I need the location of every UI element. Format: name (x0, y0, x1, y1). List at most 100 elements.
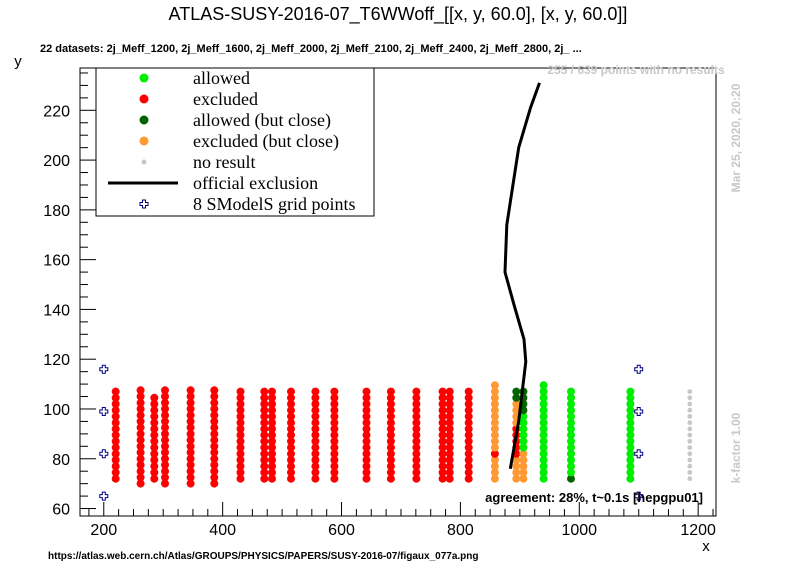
data-point (210, 436, 219, 445)
data-point (412, 431, 421, 440)
data-point (490, 456, 499, 464)
data-point (186, 411, 195, 420)
data-point (464, 424, 473, 433)
data-point (539, 418, 548, 427)
data-point (330, 424, 339, 433)
data-point (311, 431, 320, 440)
data-point (687, 395, 693, 401)
data-point (268, 418, 276, 427)
data-point (111, 449, 120, 458)
data-point (519, 462, 528, 471)
data-point (386, 400, 395, 408)
data-point (287, 412, 295, 421)
data-point (490, 381, 499, 390)
data-point (330, 449, 339, 458)
data-point (268, 431, 276, 440)
data-point (438, 431, 447, 440)
data-point (161, 417, 169, 426)
data-point (311, 474, 320, 483)
data-point (186, 479, 195, 488)
grid-point-marker (99, 364, 109, 374)
data-point (330, 418, 339, 427)
data-point (626, 412, 635, 421)
data-point (687, 445, 693, 450)
data-point (161, 423, 169, 432)
data-point (412, 424, 421, 433)
data-point (287, 449, 295, 458)
data-point (330, 443, 339, 452)
data-point (512, 400, 521, 408)
data-point (687, 451, 693, 457)
data-point (362, 412, 371, 421)
data-point (362, 400, 371, 408)
data-point (268, 474, 276, 483)
data-point (539, 474, 548, 483)
data-point (464, 468, 473, 477)
data-point (362, 431, 371, 440)
source-url: https://atlas.web.cern.ch/Atlas/GROUPS/P… (48, 551, 479, 562)
data-point (136, 386, 145, 395)
data-point (445, 406, 454, 415)
axes: 200 400 600 800 1000 1200 60 80 100 120 140 160 180 2… (43, 72, 716, 539)
data-point (111, 431, 120, 440)
data-point (438, 400, 447, 408)
data-point (260, 462, 269, 471)
data-point (490, 406, 499, 415)
kfactor-label: k-factor 1.00 (729, 412, 743, 483)
data-point (412, 400, 421, 408)
data-point (412, 393, 421, 402)
data-point (412, 462, 421, 471)
data-point (210, 461, 219, 469)
data-point (150, 400, 159, 408)
data-point (311, 462, 320, 471)
data-point (268, 412, 276, 421)
legend-label: 8 SModelS grid points (193, 194, 356, 214)
data-point (445, 393, 454, 402)
data-point (150, 462, 159, 471)
data-point (464, 418, 473, 427)
data-point (330, 468, 339, 477)
data-point (386, 406, 395, 415)
data-point (567, 406, 575, 415)
data-point (438, 462, 447, 471)
x-tick-label: 1200 (680, 522, 716, 539)
data-point (236, 449, 245, 458)
data-point (111, 462, 120, 471)
grid-point-marker (99, 491, 109, 501)
x-tick-label: 1000 (561, 522, 597, 539)
data-point (330, 437, 339, 446)
data-point (445, 418, 454, 427)
data-point (150, 468, 159, 477)
data-point (268, 393, 276, 402)
x-tick-label: 600 (328, 522, 355, 539)
data-point (268, 406, 276, 415)
data-point (150, 418, 159, 427)
data-point (161, 473, 169, 482)
data-point (626, 424, 635, 433)
legend-marker (139, 73, 149, 83)
data-point (519, 412, 528, 421)
data-point (287, 443, 295, 452)
data-point (236, 456, 245, 464)
data-point (512, 456, 521, 464)
data-point (330, 387, 339, 396)
data-point (445, 400, 454, 408)
data-point (111, 393, 120, 402)
data-point (362, 387, 371, 396)
data-point (186, 429, 195, 438)
data-point (490, 418, 499, 427)
data-point (687, 476, 693, 482)
data-point (136, 398, 145, 407)
data-point (136, 436, 145, 445)
data-point (210, 467, 219, 476)
data-point (111, 406, 120, 415)
data-point (386, 424, 395, 433)
data-point (626, 400, 635, 408)
data-point (464, 387, 473, 396)
y-tick-label: 180 (43, 203, 70, 220)
data-point (111, 474, 120, 483)
legend-label: allowed (193, 68, 250, 88)
data-point (186, 392, 195, 401)
data-point (136, 442, 145, 451)
data-point (260, 424, 269, 433)
